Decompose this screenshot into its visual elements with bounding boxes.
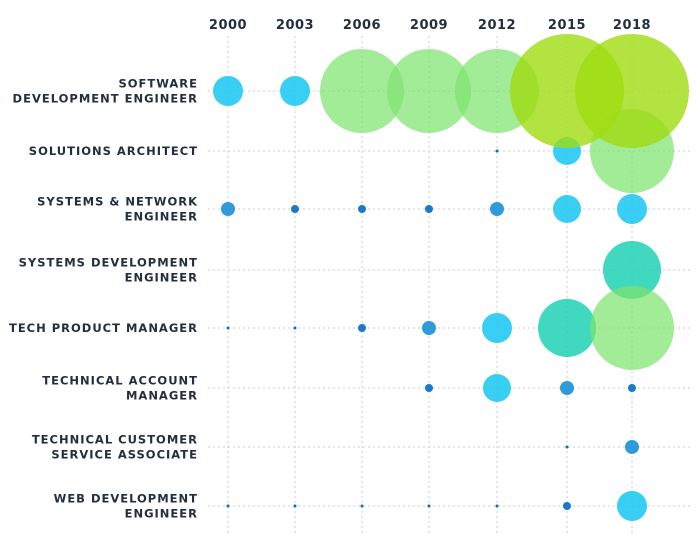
- bubble-2018-6: [628, 384, 636, 392]
- x-tick-label: 2012: [478, 18, 516, 33]
- bubble-2018-3: [617, 194, 647, 224]
- bubble-2009-3: [425, 205, 433, 213]
- bubble-2006-1: [320, 49, 404, 133]
- x-tick-label: 2003: [276, 18, 314, 33]
- y-tick-label-line: MANAGER: [126, 389, 198, 403]
- y-tick-label-line: DEVELOPMENT ENGINEER: [13, 92, 198, 106]
- y-tick-label-line: ENGINEER: [125, 210, 198, 224]
- bubble-2018-8: [617, 491, 647, 521]
- bubble-2012-5: [482, 313, 512, 343]
- bubble-2000-8: [226, 504, 230, 508]
- bubble-2009-5: [422, 321, 436, 335]
- bubble-2015-5: [538, 299, 596, 357]
- y-tick-label-line: ENGINEER: [125, 271, 198, 285]
- x-tick-label: 2006: [343, 18, 381, 33]
- bubble-2003-1: [280, 76, 310, 106]
- y-tick-label-line: SOFTWARE: [118, 77, 198, 91]
- x-tick-label: 2000: [209, 18, 247, 33]
- bubble-2015-7: [565, 445, 569, 449]
- y-tick-label-line: SERVICE ASSOCIATE: [51, 448, 198, 462]
- x-tick-label: 2009: [410, 18, 448, 33]
- y-tick-label-line: SYSTEMS & NETWORK: [37, 195, 198, 209]
- bubble-2015-8: [563, 502, 571, 510]
- bubble-2018-4: [603, 241, 661, 299]
- x-axis-labels: 2000 2003 2006 2009 2012 2015 2018: [209, 18, 651, 33]
- y-tick-label-line: SOLUTIONS ARCHITECT: [29, 144, 198, 158]
- bubble-2018-5: [590, 286, 674, 370]
- y-tick-label-line: SYSTEMS DEVELOPMENT: [19, 256, 198, 270]
- y-tick-label: SOLUTIONS ARCHITECT: [29, 144, 198, 158]
- bubble-2018-7: [625, 440, 639, 454]
- bubble-2003-5: [293, 326, 297, 330]
- x-tick-label: 2018: [613, 18, 651, 33]
- bubble-2009-6: [425, 384, 433, 392]
- y-tick-label-line: WEB DEVELOPMENT: [54, 492, 198, 506]
- bubble-2012-8: [495, 504, 499, 508]
- bubble-2018-1: [575, 34, 689, 148]
- bubble-2000-5: [226, 326, 230, 330]
- y-tick-label: TECH PRODUCT MANAGER: [9, 321, 198, 335]
- y-tick-label-line: TECHNICAL CUSTOMER: [32, 433, 198, 447]
- bubble-2003-8: [293, 504, 297, 508]
- bubble-2000-3: [221, 202, 235, 216]
- y-tick-label-line: TECH PRODUCT MANAGER: [9, 321, 198, 335]
- bubble-2012-2: [495, 149, 499, 153]
- x-tick-label: 2015: [548, 18, 586, 33]
- bubble-2015-6: [560, 381, 574, 395]
- bubble-2012-3: [490, 202, 504, 216]
- bubble-2015-3: [553, 195, 581, 223]
- bubble-2012-6: [483, 374, 511, 402]
- bubble-2009-8: [427, 504, 431, 508]
- bubble-2000-1: [213, 76, 243, 106]
- bubble-2006-3: [358, 205, 366, 213]
- y-tick-label-line: ENGINEER: [125, 507, 198, 521]
- bubble-2003-3: [291, 205, 299, 213]
- bubble-2006-8: [360, 504, 364, 508]
- bubble-2006-5: [358, 324, 366, 332]
- bubble-2009-1: [387, 49, 471, 133]
- bubbles: [213, 34, 689, 521]
- y-tick-label-line: TECHNICAL ACCOUNT: [42, 374, 198, 388]
